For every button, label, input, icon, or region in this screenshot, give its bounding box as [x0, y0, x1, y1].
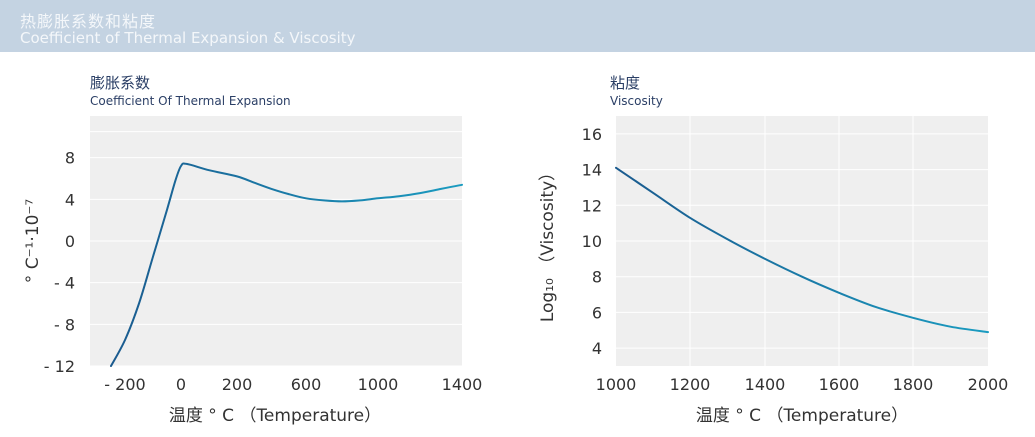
series-line [615, 166, 989, 334]
y-tick-label: 12 [582, 196, 602, 215]
x-tick-label: 1000 [596, 375, 637, 394]
x-tick-label: 0 [176, 375, 186, 394]
y-tick-label: 6 [592, 303, 602, 322]
y-tick-label: - 4 [54, 274, 75, 293]
x-axis-label: 温度 ° C （Temperature） [696, 406, 908, 426]
chart-subtitle: Viscosity [610, 94, 663, 108]
header-title-en: Coefficient of Thermal Expansion & Visco… [20, 29, 356, 47]
header-banner: 热膨胀系数和粘度 Coefficient of Thermal Expansio… [0, 0, 1035, 52]
x-tick-label: 2000 [968, 375, 1009, 394]
x-tick-label: 600 [291, 375, 322, 394]
chart-title: 粘度 [610, 74, 641, 92]
y-tick-label: - 12 [44, 357, 75, 376]
y-tick-label: 8 [592, 268, 602, 287]
x-tick-label: 200 [222, 375, 253, 394]
y-tick-label: 4 [65, 190, 75, 209]
x-tick-label: 1600 [819, 375, 860, 394]
x-tick-label: 1800 [893, 375, 934, 394]
x-tick-label: 1400 [442, 375, 483, 394]
y-tick-label: 8 [65, 149, 75, 168]
chart-title: 膨胀系数 [90, 74, 151, 92]
y-tick-label: 14 [582, 161, 602, 180]
y-tick-label: 4 [592, 339, 602, 358]
viscosity-chart: 4 6 8 10 12 14 16 1000 1200 1400 1600 1800 2000 温度 ° … [538, 116, 1008, 426]
x-tick-label: 1000 [358, 375, 399, 394]
expansion-chart: - 12 - 8 - 4 0 4 8 - 200 0 200 600 1000 1400 温度 ° C … [23, 116, 482, 426]
chart-subtitle: Coefficient Of Thermal Expansion [90, 94, 291, 108]
y-tick-label: - 8 [54, 315, 75, 334]
y-axis-label: ° C⁻¹·10⁻⁷ [23, 199, 43, 284]
series-line [110, 162, 463, 367]
y-tick-label: 16 [582, 125, 602, 144]
x-tick-label: 1200 [670, 375, 711, 394]
y-axis-label: Log₁₀ （Viscosity） [538, 164, 558, 322]
y-tick-label: 0 [65, 232, 75, 251]
x-tick-label: - 200 [104, 375, 145, 394]
header-title-cn: 热膨胀系数和粘度 [20, 12, 157, 31]
x-axis-label: 温度 ° C （Temperature） [169, 406, 381, 426]
y-tick-label: 10 [582, 232, 602, 251]
x-tick-label: 1400 [745, 375, 786, 394]
